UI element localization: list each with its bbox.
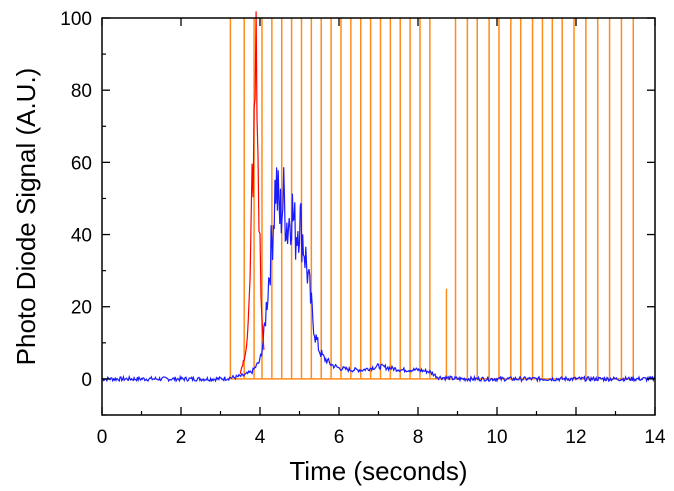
event-markers <box>229 18 635 380</box>
x-tick-label-6: 12 <box>565 427 586 448</box>
x-tick-label-2: 4 <box>255 427 266 448</box>
y-tick-label-1: 20 <box>71 298 92 319</box>
axis-ticks <box>101 17 656 416</box>
x-tick-label-4: 8 <box>413 427 424 448</box>
y-tick-label-5: 100 <box>60 9 92 30</box>
plot-frame <box>101 17 656 416</box>
y-tick-label-2: 40 <box>71 226 92 247</box>
y-tick-label-3: 60 <box>71 153 92 174</box>
series-line-1 <box>239 11 265 374</box>
x-tick-label-5: 10 <box>486 427 507 448</box>
x-tick-label-0: 0 <box>97 427 108 448</box>
tick-labels: 0 2 4 6 8 10 12 14 0 20 40 60 80 100 <box>60 9 666 448</box>
x-axis-label: Time (seconds) <box>289 456 467 486</box>
y-axis-label: Photo Diode Signal (A.U.) <box>11 68 41 366</box>
series-line-0 <box>101 167 656 383</box>
series-lines <box>101 11 656 383</box>
y-tick-label-0: 0 <box>81 370 92 391</box>
y-tick-label-4: 80 <box>71 81 92 102</box>
x-tick-label-7: 14 <box>644 427 666 448</box>
x-tick-label-3: 6 <box>334 427 345 448</box>
x-tick-label-1: 2 <box>176 427 187 448</box>
